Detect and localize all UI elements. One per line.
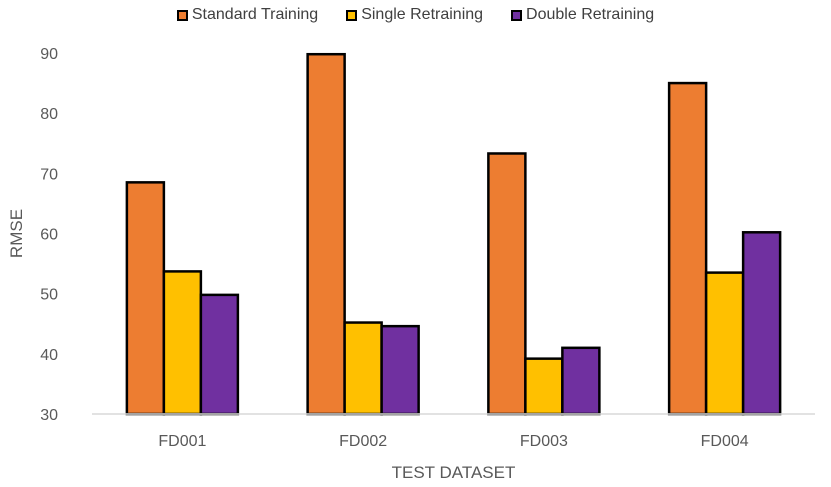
y-axis-title: RMSE (7, 209, 26, 258)
x-axis-ticks: FD001 FD002 FD003 FD004 (158, 433, 748, 450)
x-tick-label: FD001 (158, 433, 206, 450)
y-axis-ticks: 30 40 50 60 70 80 90 (40, 46, 58, 424)
legend-item-single-retraining: Single Retraining (346, 6, 483, 24)
bar-double-retraining-fd002 (380, 324, 420, 416)
y-tick-label: 70 (40, 166, 58, 183)
bar-single-retraining-fd004 (704, 271, 745, 416)
legend-label-standard-training: Standard Training (191, 6, 319, 23)
x-tick-label: FD003 (520, 433, 568, 450)
y-tick-label: 30 (40, 407, 58, 424)
x-tick-label: FD002 (339, 433, 387, 450)
x-tick-label: FD004 (701, 433, 749, 450)
y-tick-label: 50 (40, 287, 58, 304)
bar-standard-training-fd001 (125, 181, 166, 416)
bar-marks (125, 52, 782, 416)
bar-double-retraining-fd004 (741, 231, 782, 416)
legend-item-double-retraining: Double Retraining (511, 6, 654, 24)
bar-double-retraining-fd003 (561, 346, 601, 416)
y-tick-label: 40 (40, 347, 58, 364)
bar-single-retraining-fd002 (343, 321, 383, 416)
legend-item-standard-training: Standard Training (176, 6, 319, 24)
x-axis-title: TEST DATASET (392, 463, 516, 482)
bar-standard-training-fd003 (487, 152, 527, 416)
chart-legend: Standard Training Single Retraining Doub… (0, 6, 831, 24)
y-tick-label: 60 (40, 227, 58, 244)
y-tick-label: 90 (40, 46, 58, 63)
bar-single-retraining-fd001 (162, 270, 203, 416)
y-tick-label: 80 (40, 106, 58, 123)
legend-swatch-double-retraining (511, 9, 523, 21)
legend-label-single-retraining: Single Retraining (361, 6, 484, 23)
bar-standard-training-fd004 (667, 81, 708, 416)
bar-single-retraining-fd003 (524, 357, 564, 416)
legend-label-double-retraining: Double Retraining (526, 6, 655, 23)
legend-swatch-single-retraining (346, 9, 358, 21)
legend-swatch-standard-training (176, 9, 188, 21)
bar-standard-training-fd002 (306, 52, 346, 416)
bar-double-retraining-fd001 (199, 293, 240, 416)
